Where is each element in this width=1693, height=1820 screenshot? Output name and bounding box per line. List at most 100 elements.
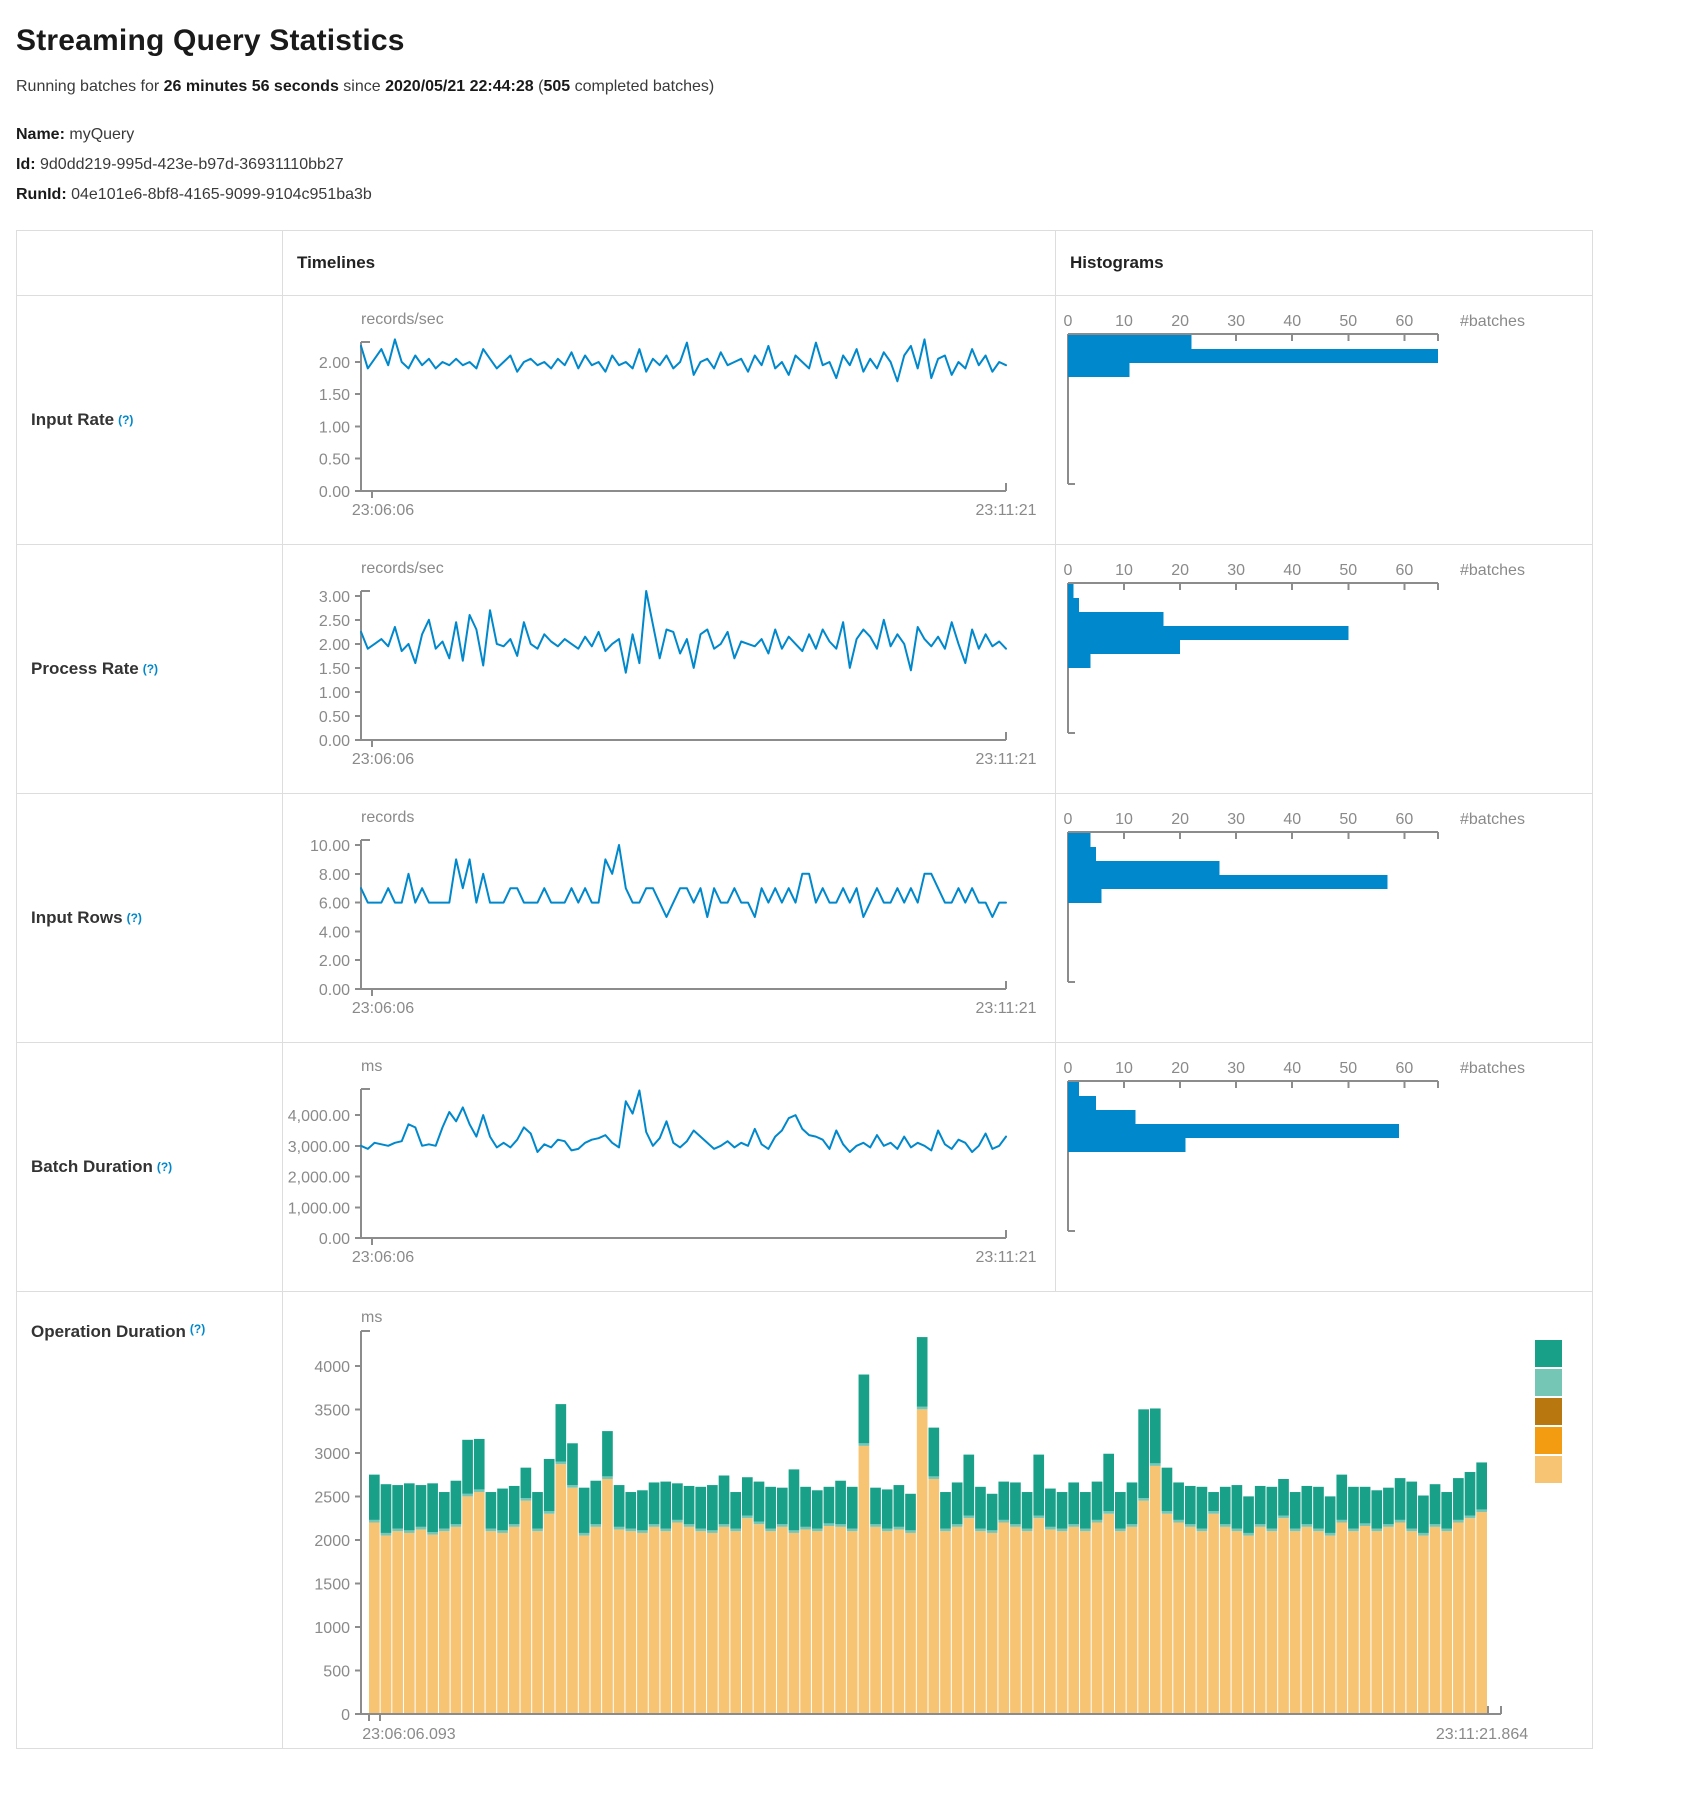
- svg-text:40: 40: [1283, 1060, 1301, 1077]
- svg-text:0.50: 0.50: [319, 452, 350, 469]
- svg-text:1.00: 1.00: [319, 419, 350, 436]
- svg-text:60: 60: [1395, 562, 1413, 579]
- svg-text:records/sec: records/sec: [361, 560, 444, 577]
- svg-text:8.00: 8.00: [319, 867, 350, 884]
- process-rate-histogram-chart: 0 10 20 30 40 50 60 #batches: [1056, 545, 1593, 794]
- svg-text:0: 0: [1064, 1060, 1073, 1077]
- svg-text:1,000.00: 1,000.00: [288, 1200, 350, 1217]
- process-rate-label: Process Rate: [31, 659, 139, 678]
- svg-text:23:11:21.864: 23:11:21.864: [1436, 1726, 1528, 1743]
- input-rows-help-icon[interactable]: (?): [126, 911, 142, 925]
- operation-duration-label: Operation Duration: [31, 1322, 186, 1341]
- svg-text:3500: 3500: [314, 1402, 350, 1419]
- svg-text:20: 20: [1171, 1060, 1189, 1077]
- svg-text:60: 60: [1395, 811, 1413, 828]
- batch-duration-histogram-chart: 0 10 20 30 40 50 60 #batches: [1056, 1043, 1593, 1292]
- svg-text:1000: 1000: [314, 1620, 350, 1637]
- svg-text:50: 50: [1339, 811, 1357, 828]
- svg-text:2.50: 2.50: [319, 613, 350, 630]
- svg-text:23:11:21: 23:11:21: [975, 1000, 1036, 1017]
- svg-text:records: records: [361, 809, 414, 826]
- running-batches-summary: Running batches for 26 minutes 56 second…: [16, 78, 1693, 96]
- process-rate-timeline-chart: records/sec 0.00 0.50 1.00 1.50 2.00 2.50 3.00 2…: [283, 545, 1056, 794]
- operation-duration-help-icon[interactable]: (?): [189, 1322, 206, 1336]
- svg-text:3000: 3000: [314, 1446, 350, 1463]
- svg-text:2500: 2500: [314, 1489, 350, 1506]
- svg-text:ms: ms: [361, 1309, 382, 1326]
- input-rate-help-icon[interactable]: (?): [118, 413, 134, 427]
- operation-duration-chart: ms 0 500 1000 1500 2000 2500 3000 3500 4000 23:06:…: [283, 1292, 1593, 1749]
- input-rate-histogram-chart: 0 10 20 30 40 50 60 #batches: [1056, 296, 1593, 545]
- query-name: myQuery: [69, 126, 135, 143]
- header-timelines: Timelines: [283, 231, 1056, 296]
- input-rows-label: Input Rows: [31, 908, 123, 927]
- row-label-operation-duration: Operation Duration (?): [17, 1292, 283, 1749]
- svg-text:40: 40: [1283, 313, 1301, 330]
- svg-text:10: 10: [1115, 811, 1133, 828]
- query-runid-line: RunId: 04e101e6-8bf8-4165-9099-9104c951b…: [16, 186, 1693, 204]
- svg-text:0.00: 0.00: [319, 484, 350, 501]
- svg-text:10: 10: [1115, 562, 1133, 579]
- start-time: 2020/05/21 22:44:28: [385, 78, 534, 95]
- svg-text:50: 50: [1339, 562, 1357, 579]
- svg-text:1500: 1500: [314, 1576, 350, 1593]
- svg-text:500: 500: [323, 1663, 350, 1680]
- batch-duration-label: Batch Duration: [31, 1157, 153, 1176]
- svg-text:30: 30: [1227, 1060, 1245, 1077]
- completed-batches-count: 505: [543, 78, 571, 95]
- svg-text:0.00: 0.00: [319, 733, 350, 750]
- summary-paren: (: [533, 78, 544, 95]
- input-rows-histogram-chart: 0 10 20 30 40 50 60 #batches: [1056, 794, 1593, 1043]
- svg-text:23:06:06: 23:06:06: [352, 751, 414, 768]
- svg-text:4000: 4000: [314, 1359, 350, 1376]
- row-label-input-rows: Input Rows (?): [17, 794, 283, 1043]
- row-label-input-rate: Input Rate (?): [17, 296, 283, 545]
- name-label: Name:: [16, 126, 70, 143]
- svg-text:20: 20: [1171, 811, 1189, 828]
- batch-duration-timeline-chart: ms 0.00 1,000.00 2,000.00 3,000.00 4,000.00 23…: [283, 1043, 1056, 1292]
- svg-text:records/sec: records/sec: [361, 311, 444, 328]
- query-id: 9d0dd219-995d-423e-b97d-36931110bb27: [40, 156, 344, 173]
- svg-text:40: 40: [1283, 811, 1301, 828]
- batch-duration-help-icon[interactable]: (?): [156, 1160, 173, 1174]
- svg-text:30: 30: [1227, 811, 1245, 828]
- runid-label: RunId:: [16, 186, 72, 203]
- svg-text:1.50: 1.50: [319, 387, 350, 404]
- svg-text:23:06:06: 23:06:06: [352, 1000, 414, 1017]
- svg-text:23:06:06: 23:06:06: [352, 1249, 414, 1266]
- svg-text:23:11:21: 23:11:21: [975, 751, 1036, 768]
- svg-text:2.00: 2.00: [319, 953, 350, 970]
- process-rate-help-icon[interactable]: (?): [142, 662, 159, 676]
- running-duration: 26 minutes 56 seconds: [163, 78, 339, 95]
- svg-text:3,000.00: 3,000.00: [288, 1139, 350, 1156]
- header-histograms: Histograms: [1056, 231, 1593, 296]
- svg-text:30: 30: [1227, 313, 1245, 330]
- summary-prefix: Running batches for: [16, 78, 164, 95]
- input-rate-label: Input Rate: [31, 410, 115, 429]
- input-rows-timeline-chart: records 0.00 2.00 4.00 6.00 8.00 10.00 23:06:06…: [283, 794, 1056, 1043]
- svg-text:10: 10: [1115, 313, 1133, 330]
- svg-text:0.50: 0.50: [319, 709, 350, 726]
- svg-text:23:06:06: 23:06:06: [352, 502, 414, 519]
- svg-text:0: 0: [1064, 313, 1073, 330]
- svg-text:10: 10: [1115, 1060, 1133, 1077]
- svg-text:60: 60: [1395, 313, 1413, 330]
- svg-text:#batches: #batches: [1460, 811, 1525, 828]
- svg-text:2.00: 2.00: [319, 637, 350, 654]
- svg-text:0: 0: [1064, 562, 1073, 579]
- svg-text:6.00: 6.00: [319, 896, 350, 913]
- header-empty-cell: [17, 231, 283, 296]
- svg-text:4.00: 4.00: [319, 924, 350, 941]
- svg-text:40: 40: [1283, 562, 1301, 579]
- summary-suffix: completed batches): [570, 78, 715, 95]
- svg-text:60: 60: [1395, 1060, 1413, 1077]
- svg-text:23:11:21: 23:11:21: [975, 502, 1036, 519]
- svg-text:50: 50: [1339, 313, 1357, 330]
- svg-text:0.00: 0.00: [319, 1231, 350, 1248]
- row-label-process-rate: Process Rate (?): [17, 545, 283, 794]
- id-label: Id:: [16, 156, 40, 173]
- svg-text:#batches: #batches: [1460, 562, 1525, 579]
- svg-text:2,000.00: 2,000.00: [288, 1170, 350, 1187]
- svg-text:1.00: 1.00: [319, 685, 350, 702]
- svg-text:50: 50: [1339, 1060, 1357, 1077]
